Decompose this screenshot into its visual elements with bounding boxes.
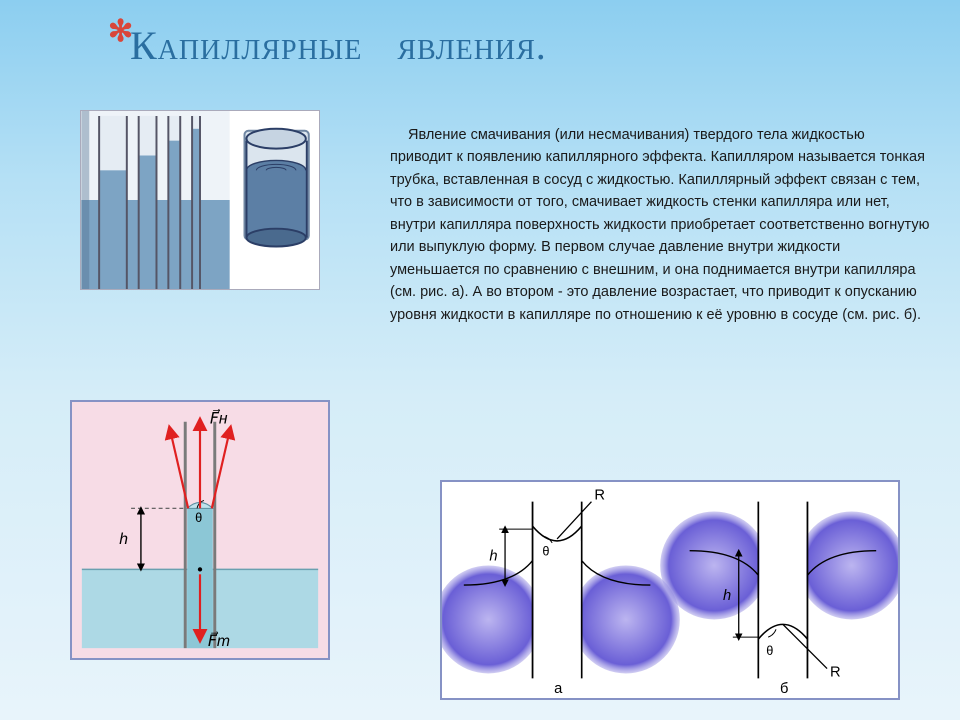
figure-capillary-forces: h θ F⃗н F⃗т bbox=[70, 400, 330, 660]
fig2-force-down-label: F⃗т bbox=[208, 631, 230, 650]
figure-meniscus-shapes: R θ h а R θ bbox=[440, 480, 900, 700]
fig3-sub-b: б bbox=[780, 681, 788, 697]
title-word-2: явления. bbox=[397, 23, 547, 68]
fig2-h-label: h bbox=[119, 531, 128, 548]
figure-tubes-in-vessel bbox=[80, 110, 320, 290]
fig3a-h-label: h bbox=[489, 549, 497, 565]
fig2-theta-label: θ bbox=[195, 510, 202, 525]
fig3b-theta-label: θ bbox=[766, 643, 773, 658]
fig2-force-up-label: F⃗н bbox=[210, 409, 228, 428]
fig3-sub-a: а bbox=[554, 681, 563, 697]
title-word-1: Капиллярные bbox=[130, 23, 362, 68]
fig3b-R-label: R bbox=[830, 664, 841, 680]
body-paragraph: Явление смачивания (или несмачивания) тв… bbox=[390, 124, 930, 326]
fig3a-R-label: R bbox=[594, 488, 605, 504]
paragraph-text: Явление смачивания (или несмачивания) тв… bbox=[390, 124, 930, 326]
fig3a-theta-label: θ bbox=[542, 544, 549, 559]
slide-title: Капиллярные явления. bbox=[130, 22, 547, 69]
fig3b-h-label: h bbox=[723, 588, 731, 604]
